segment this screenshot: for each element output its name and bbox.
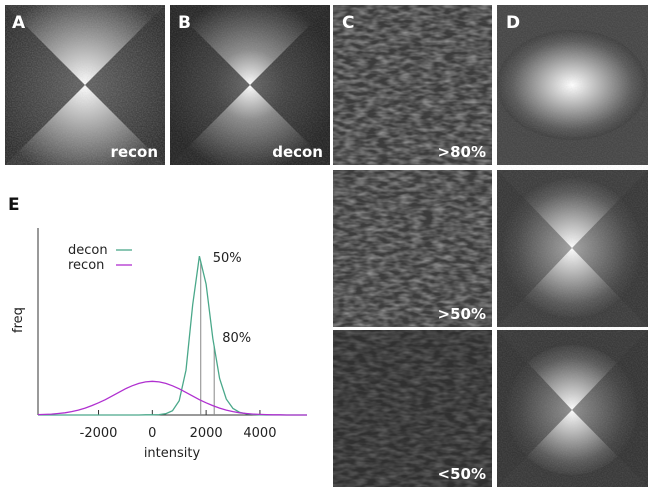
x-axis-label: intensity: [144, 446, 201, 461]
legend-label: decon: [68, 243, 108, 258]
threshold-label: 50%: [213, 251, 242, 266]
panel-caption: >50%: [438, 305, 486, 323]
series-line: [38, 255, 307, 416]
panel-b: B decon: [170, 5, 330, 165]
panel-label: B: [178, 13, 191, 33]
panel-a: A recon: [5, 5, 165, 165]
panel-label: A: [12, 13, 26, 33]
panel-label: E: [8, 195, 20, 215]
panel-label: C: [342, 13, 354, 33]
panel-e: E intensity freq -2000 0 2000 4000 50% 80% dec…: [8, 195, 307, 461]
panel-label: D: [506, 13, 520, 33]
panel-caption: recon: [111, 143, 158, 161]
y-axis-label: freq: [11, 307, 26, 333]
x-tick-label: 2000: [190, 426, 223, 441]
panel-c: C >80% >50% <50%: [333, 5, 492, 487]
panel-caption: >80%: [438, 143, 486, 161]
panel-caption: decon: [272, 143, 323, 161]
panel-caption: <50%: [438, 465, 486, 483]
series-line: [37, 380, 307, 416]
legend-label: recon: [68, 258, 104, 273]
x-tick-label: -2000: [80, 426, 118, 441]
x-tick-label: 0: [148, 426, 156, 441]
threshold-label: 80%: [222, 331, 251, 346]
panel-d: D: [497, 5, 648, 487]
x-tick-label: 4000: [243, 426, 276, 441]
